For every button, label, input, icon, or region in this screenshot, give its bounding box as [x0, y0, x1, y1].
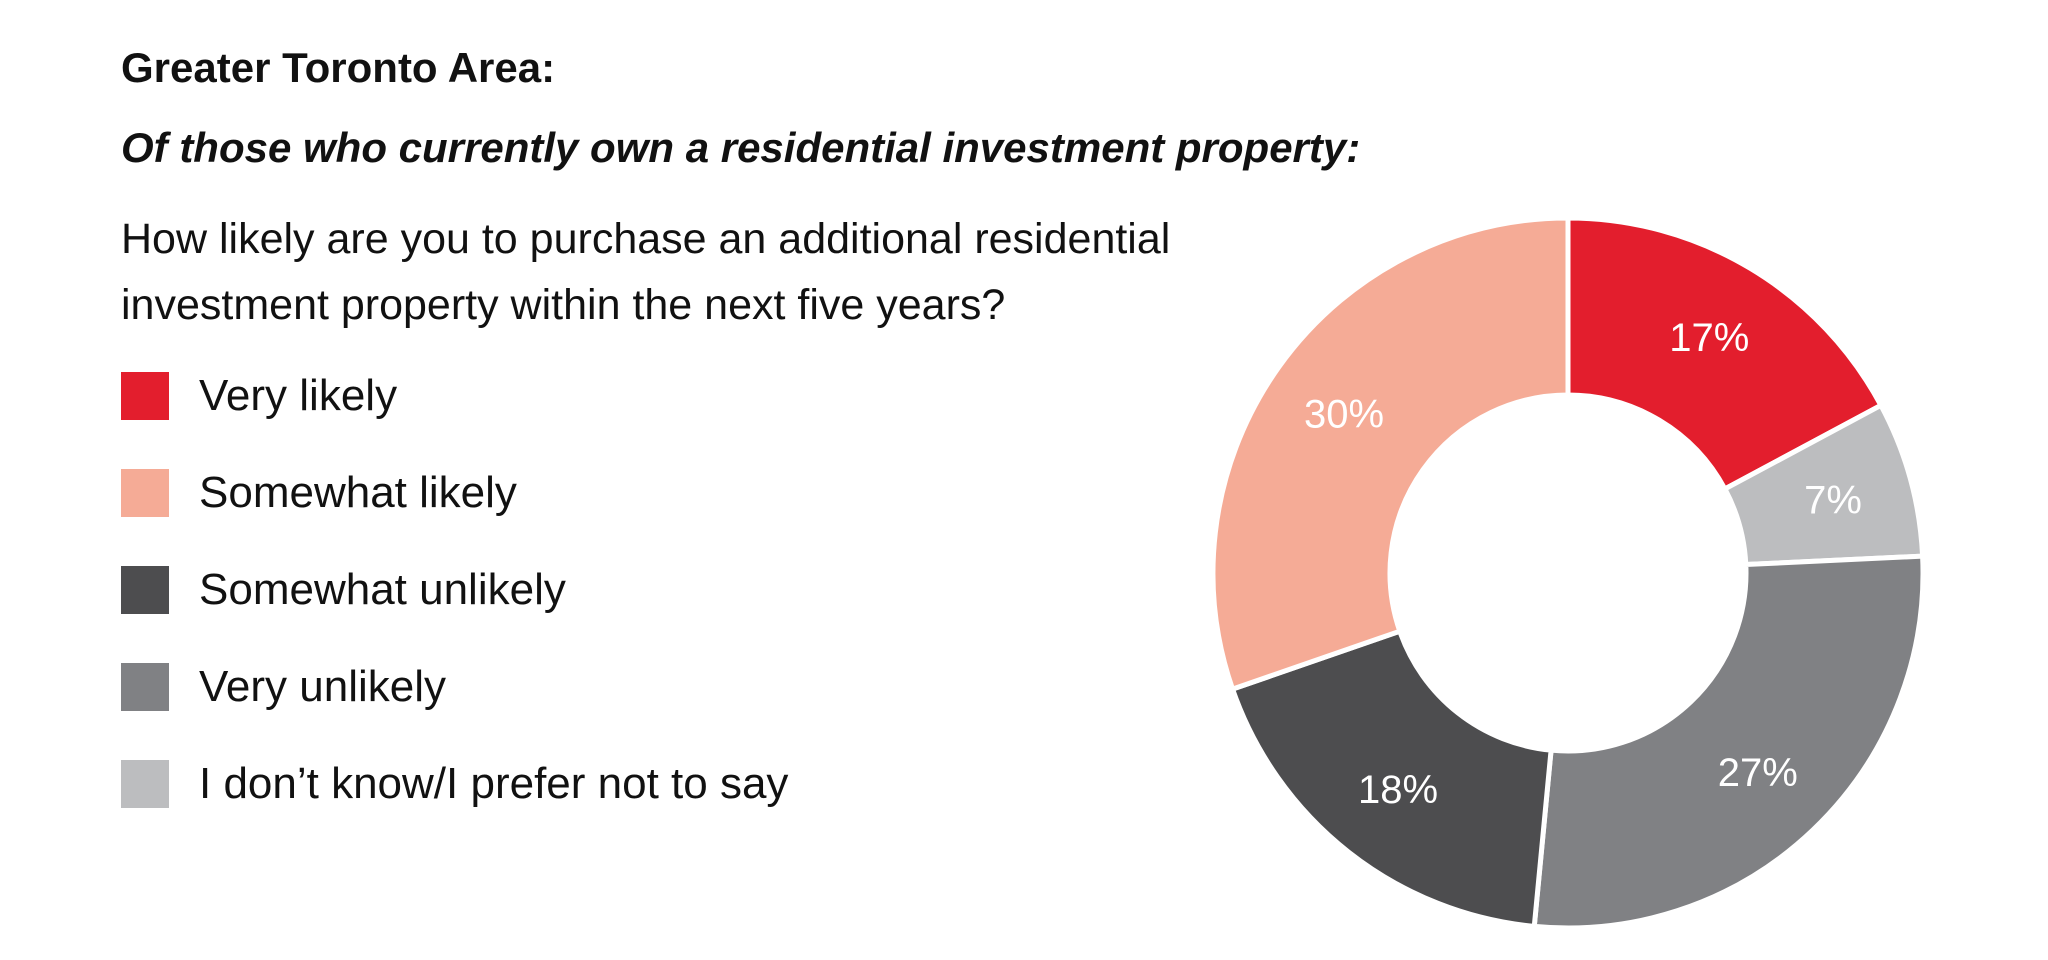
legend-item-somewhat-unlikely: Somewhat unlikely: [121, 565, 788, 663]
legend-item-very-unlikely: Very unlikely: [121, 662, 788, 760]
legend-label-very-likely: Very likely: [199, 371, 398, 420]
legend-swatch-very-likely: [121, 372, 169, 420]
legend-item-somewhat-likely: Somewhat likely: [121, 468, 788, 566]
data-label-i-don-t-know-i-prefer-not-to-say: 7%: [1804, 479, 1862, 523]
legend-item-very-likely: Very likely: [121, 371, 788, 469]
legend-swatch-dont-know: [121, 760, 169, 808]
data-label-somewhat-unlikely: 18%: [1358, 768, 1438, 812]
survey-question-line-2: investment property within the next five…: [121, 281, 1006, 329]
data-label-somewhat-likely: 30%: [1304, 392, 1384, 436]
legend-label-somewhat-likely: Somewhat likely: [199, 468, 517, 517]
legend-swatch-somewhat-likely: [121, 469, 169, 517]
legend-swatch-somewhat-unlikely: [121, 566, 169, 614]
donut-slice-very-unlikely: [1531, 553, 1926, 931]
data-label-very-unlikely: 27%: [1718, 751, 1798, 795]
donut-slice-somewhat-likely: [1210, 215, 1571, 693]
legend-label-somewhat-unlikely: Somewhat unlikely: [199, 565, 566, 614]
data-label-very-likely: 17%: [1669, 316, 1749, 360]
donut-slice-very-likely: [1565, 215, 1885, 493]
chart-subtitle: Of those who currently own a residential…: [121, 124, 1361, 171]
legend-label-dont-know: I don’t know/I prefer not to say: [199, 759, 789, 808]
donut-slice-somewhat-unlikely: [1229, 628, 1554, 930]
chart-title: Greater Toronto Area:: [121, 44, 556, 91]
survey-question: How likely are you to purchase an additi…: [121, 206, 1351, 338]
legend-label-very-unlikely: Very unlikely: [199, 662, 447, 711]
legend-swatch-very-unlikely: [121, 663, 169, 711]
survey-question-line-1: How likely are you to purchase an additi…: [121, 215, 1171, 263]
chart-legend: Very likely Somewhat likely Somewhat unl…: [121, 371, 789, 857]
legend-item-dont-know: I don’t know/I prefer not to say: [121, 759, 789, 857]
